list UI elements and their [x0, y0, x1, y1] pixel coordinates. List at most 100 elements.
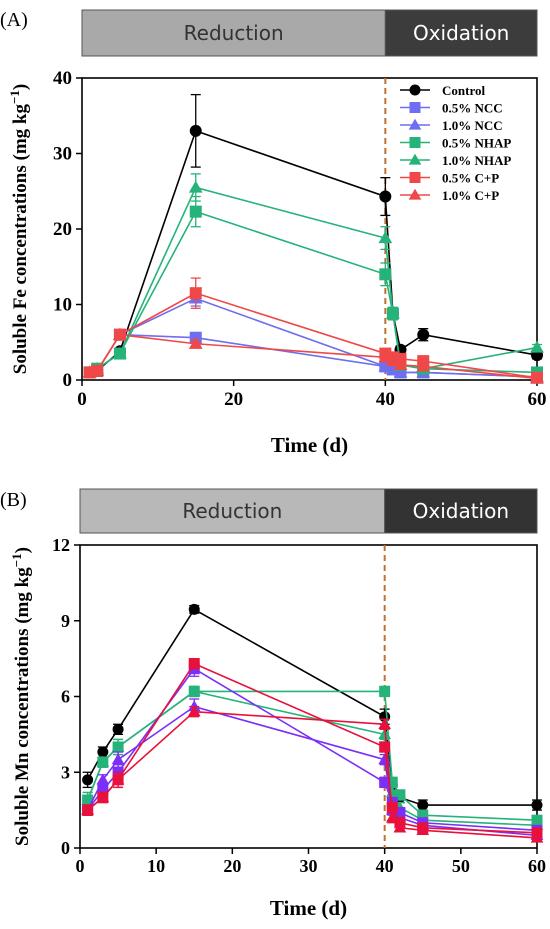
data-point [530, 371, 544, 384]
y-axis-title: Soluble Mn concentrations (mg kg−1) [9, 547, 34, 846]
y-tick-label: 9 [61, 611, 70, 631]
y-tick-label: 40 [53, 68, 72, 89]
phase-bar-oxidation [384, 488, 538, 534]
legend: Control 0.5% NCC 1.0% NCC 0.5% NHAP 1.0% NHA… [400, 83, 511, 203]
y-tick-label: 10 [53, 295, 72, 316]
y-tick-label: 12 [52, 535, 70, 555]
legend-marker [408, 118, 422, 130]
y-tick-label: 6 [61, 687, 70, 707]
phase-label-reduction: Reduction [182, 499, 282, 523]
legend-marker [408, 153, 422, 165]
legend-label: 0.5% NCC [442, 101, 503, 116]
data-point [393, 821, 407, 833]
data-point [189, 124, 202, 137]
data-point [386, 802, 398, 814]
phase-bar-oxidation [384, 9, 538, 57]
data-point [379, 741, 391, 753]
data-point [113, 346, 127, 359]
series-line [86, 667, 538, 832]
data-point [530, 340, 544, 353]
data-point [531, 799, 543, 811]
series-2 [81, 685, 544, 830]
y-axis-title-close: ) [12, 547, 33, 553]
data-point [189, 205, 202, 218]
panel-b: (B) Reduction Oxidation 0 10 20 30 40 50 60 0 3 6 9 12… [0, 488, 546, 920]
series-3 [82, 660, 543, 836]
series-3 [83, 195, 543, 379]
x-tick-label: 60 [528, 856, 546, 876]
data-point [188, 336, 203, 349]
data-point [189, 287, 202, 300]
data-point [379, 685, 391, 697]
data-point [97, 784, 109, 796]
y-axis-title-exponent: −1 [7, 90, 22, 104]
data-point [111, 753, 125, 765]
data-point [378, 231, 393, 244]
data-point [81, 803, 94, 815]
x-tick-label: 0 [77, 389, 87, 410]
data-point [111, 773, 125, 785]
data-point [378, 717, 391, 729]
x-axis-title: Time (d) [270, 896, 347, 920]
series-line [89, 210, 538, 374]
x-tick-label: 50 [452, 856, 470, 876]
data-point [393, 365, 408, 378]
series-0 [82, 603, 543, 811]
data-point [90, 364, 105, 377]
legend-marker [408, 188, 422, 200]
data-point [379, 190, 392, 203]
data-point [394, 789, 406, 801]
x-tick-label: 30 [300, 856, 318, 876]
y-tick-label: 0 [63, 370, 73, 391]
x-tick-label: 20 [224, 389, 243, 410]
data-point [393, 358, 408, 370]
data-point [112, 723, 124, 735]
phase-bar-reduction [79, 488, 386, 534]
legend-label: 1.0% C+P [442, 188, 499, 203]
legend-marker [409, 84, 421, 96]
data-point [187, 705, 201, 717]
data-point [113, 327, 127, 340]
data-point [188, 658, 200, 670]
data-point [81, 793, 94, 805]
data-point [417, 799, 429, 811]
series-line [89, 297, 538, 378]
y-axis-title-text: Soluble Fe concentrations (mg kg [10, 104, 31, 375]
series-line [87, 662, 538, 834]
phase-label-reduction: Reduction [184, 21, 284, 45]
data-point [416, 359, 431, 372]
x-axis-title: Time (d) [271, 433, 348, 457]
legend-label: Control [442, 83, 485, 98]
data-point [96, 791, 110, 803]
data-point [385, 811, 399, 823]
x-tick-label: 40 [376, 856, 394, 876]
y-tick-label: 20 [53, 219, 72, 240]
data-point [530, 831, 544, 843]
series-line [89, 186, 538, 374]
data-point [111, 740, 125, 752]
legend-label: 0.5% C+P [442, 171, 499, 186]
panel-a: (A) Reduction Oxidation 0 20 40 60 0 10 20 30 40 Tim… [0, 9, 547, 457]
legend-marker [409, 137, 421, 148]
x-tick-label: 40 [376, 389, 395, 410]
y-tick-label: 30 [53, 144, 72, 165]
phase-label-oxidation: Oxidation [413, 499, 509, 523]
y-axis-title-close: ) [10, 84, 31, 90]
legend-label: 1.0% NHAP [442, 153, 511, 168]
y-axis-title: Soluble Fe concentrations (mg kg−1) [7, 84, 32, 374]
data-point [386, 306, 400, 319]
series-5 [82, 657, 543, 839]
data-point [386, 776, 398, 788]
y-axis-title-exponent: −1 [9, 553, 24, 567]
phase-label-oxidation: Oxidation [413, 21, 509, 45]
data-point [96, 755, 110, 767]
legend-marker [409, 172, 421, 183]
data-point [188, 603, 200, 615]
panel-label: (B) [0, 489, 27, 511]
phase-bar-reduction [81, 9, 386, 57]
data-point [416, 824, 430, 835]
series-6 [82, 327, 544, 384]
series-line [86, 690, 538, 822]
panel-label: (A) [0, 9, 28, 31]
